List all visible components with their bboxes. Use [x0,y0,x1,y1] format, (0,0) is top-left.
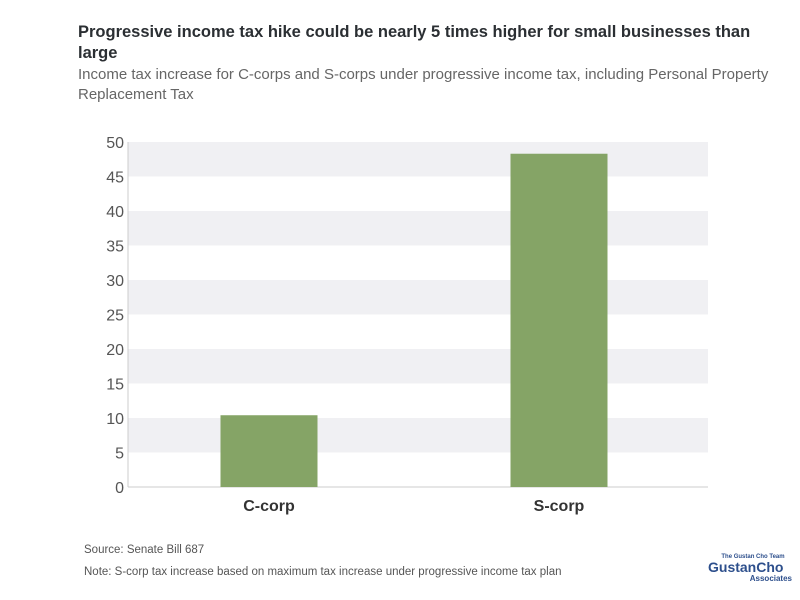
x-tick-label: C-corp [243,498,295,515]
y-tick-label: 20 [106,342,124,359]
y-tick-label: 40 [106,204,124,221]
chart-subtitle: Income tax increase for C-corps and S-co… [78,66,769,103]
y-tick-label: 0 [115,480,124,497]
grid-band [128,142,708,177]
y-tick-label: 15 [106,377,124,394]
x-tick-label: S-corp [534,498,585,515]
y-tick-label: 10 [106,411,124,428]
y-tick-label: 35 [106,239,124,256]
grid-band [128,349,708,384]
footnote: Note: S-corp tax increase based on maxim… [84,566,562,578]
bar-c-corp [220,415,318,487]
chart-title: Progressive income tax hike could be nea… [78,23,751,62]
grid-band [128,280,708,315]
grid-band [128,418,708,453]
logo: The Gustan Cho Team GustanCho Associates [708,554,798,586]
y-tick-label: 25 [106,308,124,325]
y-tick-label: 30 [106,273,124,290]
y-tick-label: 50 [106,135,124,152]
y-tick-label: 5 [115,446,124,463]
logo-sub: Associates [749,574,792,583]
logo-name: GustanCho [708,559,784,575]
y-tick-label: 45 [106,170,124,187]
logo-tagline: The Gustan Cho Team [721,554,785,560]
source-note: Source: Senate Bill 687 [84,544,205,556]
bar-s-corp [510,153,608,488]
grid-band [128,211,708,246]
